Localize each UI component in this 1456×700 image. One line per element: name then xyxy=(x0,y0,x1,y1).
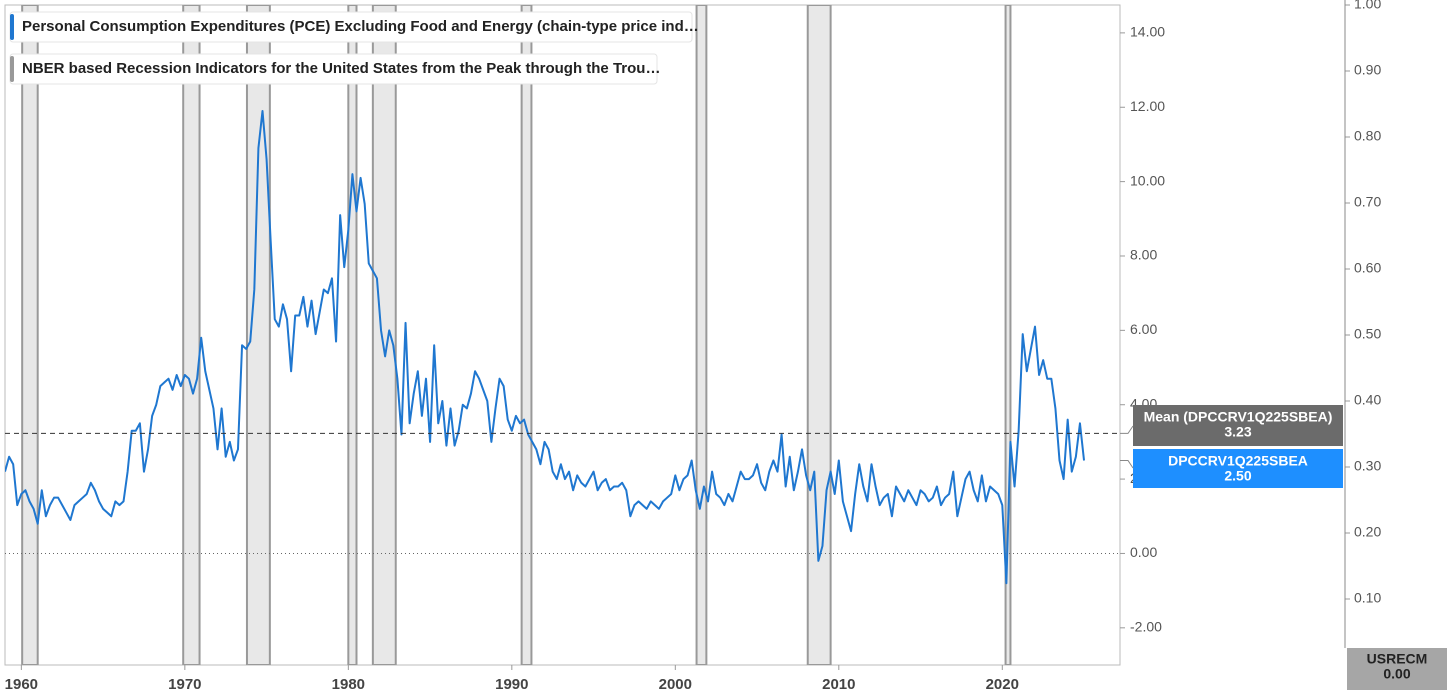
x-tick-label: 1990 xyxy=(495,676,528,693)
legend-swatch xyxy=(10,14,14,40)
y2-tick-label: 0.10 xyxy=(1354,590,1381,606)
legend-label: NBER based Recession Indicators for the … xyxy=(22,60,660,77)
y2-last-value: 0.00 xyxy=(1383,666,1410,682)
y-tick-label: 8.00 xyxy=(1130,247,1157,263)
recession-band xyxy=(21,5,39,665)
x-tick-label: 1970 xyxy=(168,676,201,693)
last-connector xyxy=(1120,459,1134,469)
recession-band xyxy=(371,5,397,665)
recession-band xyxy=(695,5,708,665)
recession-band xyxy=(347,5,358,665)
plot-frame xyxy=(4,4,1121,666)
recession-band xyxy=(182,5,201,665)
x-tick-label: 1980 xyxy=(332,676,365,693)
mean-connector xyxy=(1120,425,1134,434)
x-tick-label: 2000 xyxy=(659,676,692,693)
recession-band xyxy=(1004,5,1012,665)
y2-tick-label: 0.60 xyxy=(1354,260,1381,276)
y2-tick-label: 0.30 xyxy=(1354,458,1381,474)
last-box xyxy=(1133,449,1343,488)
y2-tick-label: 0.90 xyxy=(1354,62,1381,78)
recession-band xyxy=(520,5,533,665)
x-tick-label: 2020 xyxy=(986,676,1019,693)
y-tick-label: -2.00 xyxy=(1130,619,1162,635)
mean-box xyxy=(1133,405,1343,446)
y-tick-label: 10.00 xyxy=(1130,172,1165,188)
y2-tick-label: 0.40 xyxy=(1354,392,1381,408)
y2-tick-label: 0.80 xyxy=(1354,128,1381,144)
last-label: DPCCRV1Q225SBEA xyxy=(1168,453,1308,469)
legend-label: Personal Consumption Expenditures (PCE) … xyxy=(22,18,699,35)
y-tick-label: 0.00 xyxy=(1130,544,1157,560)
y2-tick-label: 0.50 xyxy=(1354,326,1381,342)
x-tick-label: 2010 xyxy=(822,676,855,693)
recession-band xyxy=(245,5,271,665)
y2-tick-label: 1.00 xyxy=(1354,0,1381,12)
legend-swatch xyxy=(10,56,14,82)
x-tick-label: 1960 xyxy=(5,676,38,693)
y-tick-label: 6.00 xyxy=(1130,321,1157,337)
data-line xyxy=(5,109,1086,585)
mean-value: 3.23 xyxy=(1224,424,1251,440)
recession-band xyxy=(806,5,832,665)
y-tick-label: 12.00 xyxy=(1130,98,1165,114)
y2-tick-label: 0.20 xyxy=(1354,524,1381,540)
y-tick-label: 14.00 xyxy=(1130,24,1165,40)
y2-last-box xyxy=(1347,648,1447,690)
last-value: 2.50 xyxy=(1224,468,1251,484)
y2-last-label: USRECM xyxy=(1367,651,1428,667)
mean-label: Mean (DPCCRV1Q225SBEA) xyxy=(1144,409,1333,425)
y2-tick-label: 0.70 xyxy=(1354,194,1381,210)
